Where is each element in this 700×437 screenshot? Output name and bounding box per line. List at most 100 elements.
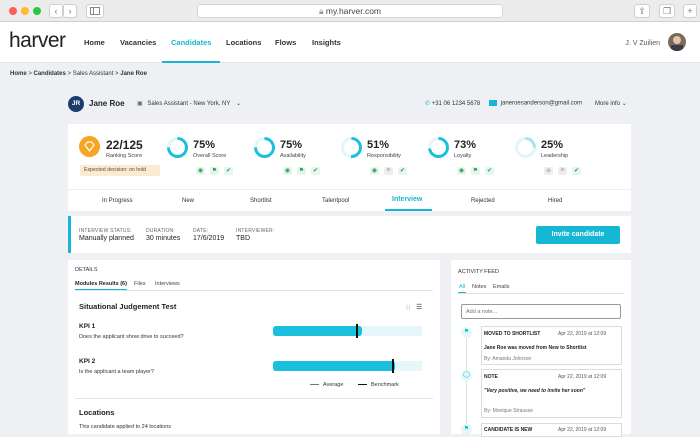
legend-average: Average bbox=[310, 382, 343, 388]
feed-item-note[interactable] bbox=[481, 369, 622, 418]
kpi-bar-value bbox=[273, 326, 363, 336]
nav-locations[interactable]: Locations bbox=[226, 38, 262, 47]
flag-icon[interactable]: ⚑ bbox=[471, 167, 480, 175]
phone-link[interactable]: ✆ +31 06 1234 5678 bbox=[425, 100, 480, 107]
breadcrumb-home[interactable]: Home bbox=[10, 71, 27, 77]
nav-vacancies[interactable]: Vacancies bbox=[120, 38, 157, 47]
feed-divider bbox=[458, 293, 624, 294]
breadcrumb-current: Jane Roe bbox=[120, 71, 147, 77]
new-tab-button[interactable]: + bbox=[683, 4, 697, 18]
email-link[interactable]: janeroesanderson@gmail.com bbox=[489, 100, 582, 107]
details-tab-interviews[interactable]: Interviews bbox=[155, 281, 180, 287]
url-text: my.harver.com bbox=[325, 6, 381, 16]
phone-number: +31 06 1234 5678 bbox=[431, 101, 481, 107]
tab-in-progress[interactable]: In Progress bbox=[102, 198, 133, 204]
user-avatar[interactable] bbox=[668, 33, 686, 51]
score-label: Overall Score bbox=[193, 153, 227, 159]
tab-talentpool[interactable]: Talentpool bbox=[322, 198, 350, 204]
check-icon[interactable]: ✔ bbox=[398, 167, 407, 175]
status-tabs-bar bbox=[68, 189, 631, 211]
tab-hired[interactable]: Hired bbox=[548, 198, 563, 204]
score-value: 25% bbox=[541, 139, 564, 151]
user-name[interactable]: J. V Zuilien bbox=[625, 40, 660, 47]
briefcase-icon: ▣ bbox=[137, 101, 143, 107]
check-icon[interactable]: ✔ bbox=[311, 167, 320, 175]
kpi-benchmark-marker bbox=[392, 359, 394, 373]
email-address: janeroesanderson@gmail.com bbox=[500, 100, 583, 107]
chevron-down-icon: ⌄ bbox=[235, 101, 241, 107]
duration-label: DURATION: bbox=[146, 228, 175, 234]
back-button[interactable]: ‹ bbox=[49, 4, 63, 18]
lock-icon: 🔒︎ bbox=[319, 6, 326, 16]
score-ring bbox=[167, 137, 188, 158]
legend-benchmark-label: Benchmark bbox=[371, 382, 399, 388]
active-tab-indicator bbox=[385, 209, 432, 211]
flag-icon[interactable]: ⚑ bbox=[558, 167, 567, 175]
breadcrumb-candidates[interactable]: Candidates bbox=[33, 71, 66, 77]
tabs-icon[interactable]: ❐ bbox=[659, 4, 675, 18]
harver-logo[interactable]: harver bbox=[9, 29, 66, 52]
ranking-label: Ranking Score bbox=[106, 153, 143, 159]
nav-flows[interactable]: Flows bbox=[275, 38, 297, 47]
feed-item-title: MOVED TO SHORTLIST bbox=[484, 331, 541, 337]
nav-home[interactable]: Home bbox=[84, 38, 105, 47]
eye-icon[interactable]: ◉ bbox=[283, 167, 292, 175]
feed-item-title: NOTE bbox=[484, 374, 498, 380]
feed-item-title: CANDIDATE IS NEW bbox=[484, 427, 533, 433]
flag-icon[interactable]: ⚑ bbox=[384, 167, 393, 175]
more-info-button[interactable]: More info ⌄ bbox=[595, 100, 627, 107]
tab-new[interactable]: New bbox=[182, 198, 195, 204]
feed-tab-all[interactable]: All bbox=[458, 284, 467, 293]
vacancy-selector[interactable]: ▣ Sales Assistant - New York, NY ⌄ bbox=[137, 100, 241, 107]
nav-insights[interactable]: Insights bbox=[312, 38, 341, 47]
expected-decision-badge: Expected decision: on hold bbox=[80, 165, 160, 176]
feed-item-date: Apr 22, 2019 at 12:09 bbox=[558, 427, 607, 433]
check-icon[interactable]: ✔ bbox=[224, 167, 233, 175]
flag-icon: ⚑ bbox=[461, 424, 472, 435]
feed-item-shortlist[interactable] bbox=[481, 326, 622, 365]
feed-tab-notes[interactable]: Notes bbox=[472, 284, 487, 290]
tab-interview[interactable]: Interview bbox=[392, 196, 423, 203]
feed-timeline bbox=[466, 330, 467, 434]
tab-shortlist[interactable]: Shortlist bbox=[250, 198, 272, 204]
breadcrumb-vacancy[interactable]: Sales Assistant bbox=[72, 71, 114, 77]
eye-icon[interactable]: ◉ bbox=[370, 167, 379, 175]
section-title: Situational Judgement Test bbox=[79, 302, 177, 311]
score-label: Responsibility bbox=[367, 153, 401, 159]
date-value: 17/6/2019 bbox=[193, 235, 225, 242]
close-window-dot[interactable] bbox=[9, 7, 17, 15]
phone-icon: ✆ bbox=[425, 101, 431, 107]
eye-icon[interactable]: ◉ bbox=[544, 167, 553, 175]
address-bar[interactable]: 🔒︎ my.harver.com bbox=[197, 4, 503, 18]
list-view-icon[interactable]: ☰ bbox=[416, 304, 423, 311]
eye-icon[interactable]: ◉ bbox=[457, 167, 466, 175]
score-ring bbox=[428, 137, 449, 158]
minimize-window-dot[interactable] bbox=[21, 7, 29, 15]
interview-status-value: Manually planned bbox=[79, 235, 134, 242]
nav-candidates[interactable]: Candidates bbox=[162, 22, 221, 63]
duration-value: 30 minutes bbox=[146, 235, 181, 242]
locations-text: This candidate applied to 24 locations bbox=[79, 424, 172, 430]
check-icon[interactable]: ✔ bbox=[572, 167, 581, 175]
top-navigation: harver Home Vacancies Candidates Locatio… bbox=[0, 22, 700, 63]
email-icon bbox=[489, 100, 497, 106]
feed-item-date: Apr 22, 2019 at 12:09 bbox=[558, 331, 607, 337]
details-tab-files[interactable]: Files bbox=[134, 281, 146, 287]
flag-icon[interactable]: ⚑ bbox=[210, 167, 219, 175]
feed-tab-emails[interactable]: Emails bbox=[493, 284, 510, 290]
sidebar-icon[interactable] bbox=[86, 4, 104, 18]
grid-view-icon[interactable]: ⁝⁝ bbox=[406, 305, 411, 312]
score-label: Availability bbox=[280, 153, 306, 159]
flag-icon[interactable]: ⚑ bbox=[297, 167, 306, 175]
add-note-input[interactable] bbox=[461, 304, 621, 319]
tab-rejected[interactable]: Rejected bbox=[471, 198, 495, 204]
eye-icon[interactable]: ◉ bbox=[196, 167, 205, 175]
check-icon[interactable]: ✔ bbox=[485, 167, 494, 175]
diamond-icon bbox=[79, 136, 100, 157]
maximize-window-dot[interactable] bbox=[33, 7, 41, 15]
details-tab-modules[interactable]: Modules Results (6) bbox=[75, 281, 127, 290]
forward-button[interactable]: › bbox=[63, 4, 77, 18]
invite-candidate-button[interactable]: Invite candidate bbox=[536, 226, 620, 244]
share-icon[interactable]: ⇪ bbox=[634, 4, 650, 18]
kpi-title: KPI 2 bbox=[79, 358, 96, 365]
